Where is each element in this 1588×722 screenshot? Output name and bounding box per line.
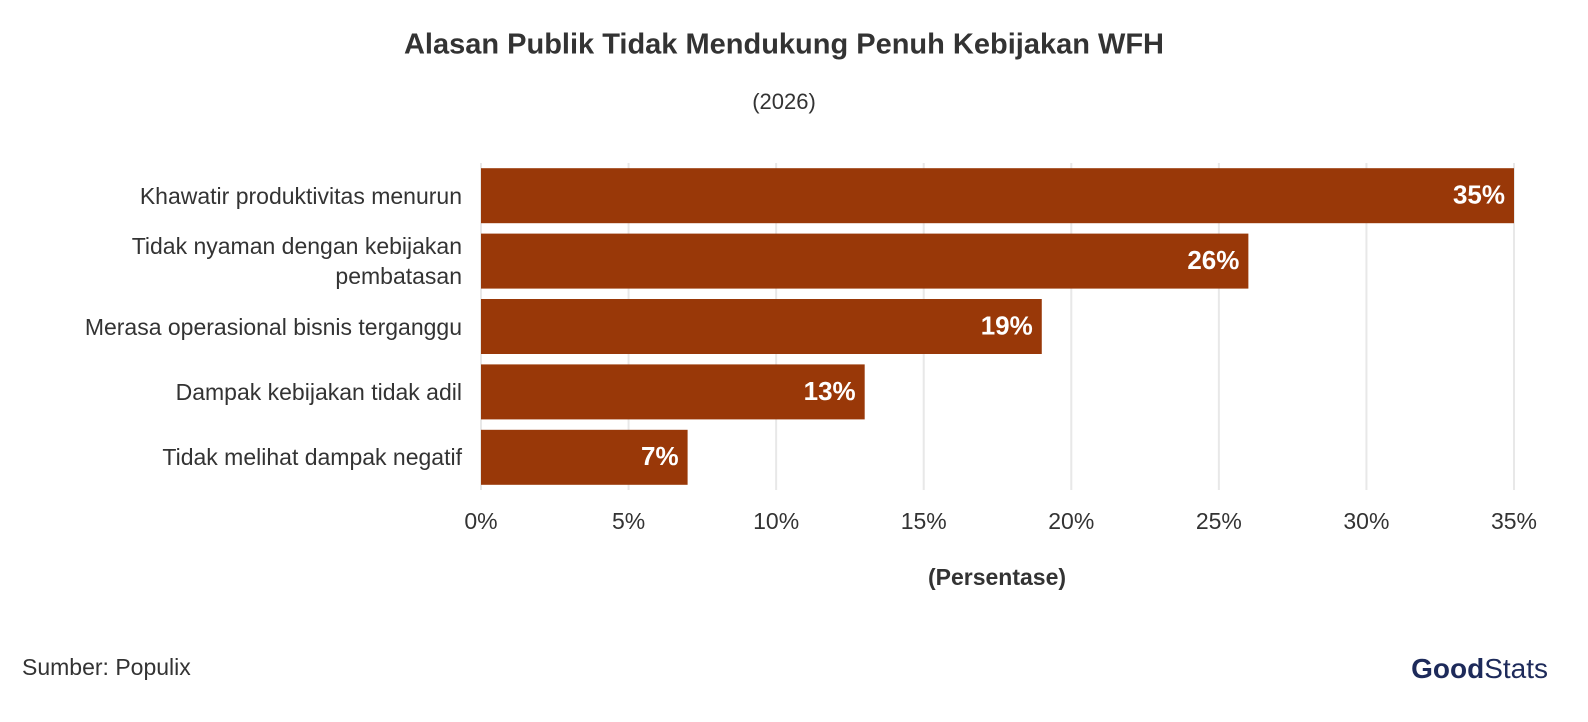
x-tick-label: 25% [1196, 508, 1242, 534]
y-tick-label: Merasa operasional bisnis terganggu [84, 313, 462, 340]
x-tick-label: 30% [1343, 508, 1389, 534]
y-tick-label: Tidak melihat dampak negatif [162, 444, 462, 471]
y-tick-label: Khawatir produktivitas menurun [139, 182, 462, 209]
value-label: 19% [981, 310, 1033, 340]
chart-title: Alasan Publik Tidak Mendukung Penuh Kebi… [404, 29, 1164, 61]
x-tick-label: 0% [464, 508, 497, 534]
bar [481, 364, 865, 420]
value-label: 26% [1187, 245, 1239, 275]
value-label: 7% [641, 441, 679, 471]
x-tick-label: 35% [1491, 508, 1537, 534]
brand-first: Good [1411, 653, 1484, 684]
brand-logo: GoodStats [1411, 653, 1548, 684]
x-tick-label: 20% [1048, 508, 1094, 534]
x-tick-label: 5% [612, 508, 645, 534]
y-tick-label: Dampak kebijakan tidak adil [175, 378, 462, 405]
chart-subtitle: (2026) [752, 89, 816, 114]
value-label: 13% [804, 376, 856, 406]
x-tick-label: 10% [753, 508, 799, 534]
x-axis-label: (Persentase) [928, 564, 1066, 590]
bar [481, 429, 688, 485]
bar [481, 233, 1249, 289]
bar [481, 299, 1042, 354]
bar [481, 168, 1514, 224]
value-label: 35% [1453, 180, 1505, 210]
brand-second: Stats [1484, 653, 1548, 684]
x-tick-label: 15% [901, 508, 947, 534]
source: Sumber: Populix [22, 654, 191, 680]
y-tick-label: Tidak nyaman dengan kebijakan pembatasan [131, 233, 462, 290]
